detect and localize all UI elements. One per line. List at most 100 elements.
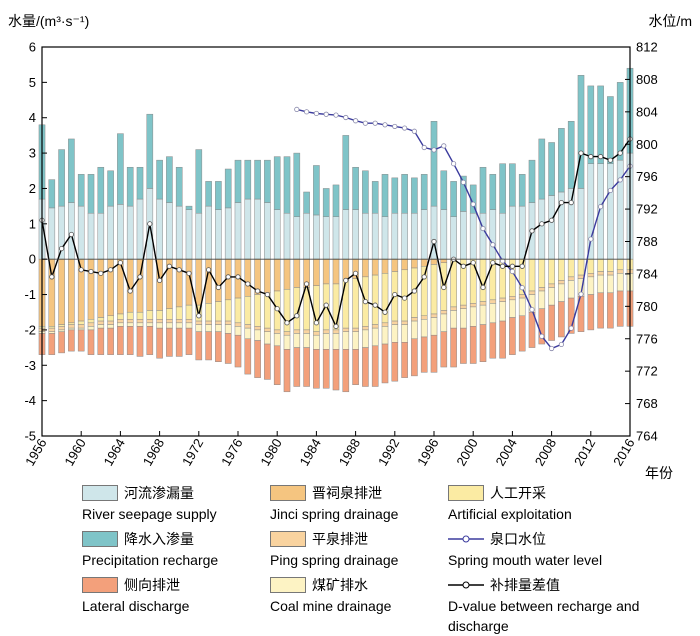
bar-segment: [293, 258, 301, 288]
bar-segment: [244, 159, 252, 200]
y-right-tick-label: 780: [636, 299, 658, 314]
bar-segment: [577, 75, 585, 189]
bar-segment: [224, 168, 232, 209]
bar-segment: [616, 290, 624, 327]
legend: 河流渗漏量 River seepage supply 晋祠泉排泄 Jinci spri…: [82, 484, 692, 634]
series-point: [147, 221, 153, 227]
bar-segment: [195, 149, 203, 214]
bar-segment: [146, 310, 154, 320]
bar-segment: [215, 209, 222, 260]
bar-segment: [48, 179, 56, 209]
bar-segment: [411, 212, 418, 260]
bar-segment: [273, 345, 281, 385]
bar-segment: [58, 324, 65, 327]
series-point: [117, 260, 124, 266]
legend-label-en: Ping spring drainage: [270, 552, 399, 568]
y-left-tick-label: 1: [29, 216, 36, 231]
bar-segment: [185, 304, 193, 320]
series-point: [460, 263, 466, 269]
bar-segment: [322, 333, 330, 350]
bar-segment: [293, 152, 301, 217]
series-point: [558, 200, 565, 206]
bar-segment: [136, 322, 144, 327]
bar-segment: [117, 322, 124, 327]
bar-segment: [205, 320, 212, 325]
bar-segment: [254, 329, 261, 341]
legend-item: 补排量差值 D-value between recharge and discha…: [448, 576, 658, 636]
bar-segment: [558, 280, 565, 285]
bar-segment: [58, 326, 65, 331]
bar-segment: [440, 331, 448, 368]
bar-segment: [273, 329, 281, 334]
bar-segment: [577, 274, 585, 279]
series-point: [303, 281, 310, 287]
legend-swatch: [270, 485, 306, 501]
bar-segment: [156, 322, 163, 329]
bar-segment: [48, 327, 56, 332]
x-tick-label: 1960: [61, 436, 88, 469]
series-point: [313, 320, 319, 326]
bar-segment: [420, 258, 428, 267]
bar-segment: [509, 163, 516, 207]
series-point: [597, 154, 604, 160]
bar-segment: [558, 258, 565, 281]
bar-segment: [117, 313, 124, 320]
series-point: [343, 277, 349, 283]
chart-svg: -5 -4 -3 -2 -1 0 1 2 3 4 5 6 764 768 772 776 780 784 788 79…: [8, 13, 692, 481]
series-point: [382, 309, 388, 315]
series-point: [490, 260, 496, 266]
y-right-tick-label: 768: [636, 396, 658, 411]
legend-label-cn: 补排量差值: [490, 578, 560, 594]
legend-swatch: [82, 577, 118, 593]
bar-segment: [156, 327, 163, 359]
bar-segment: [244, 324, 252, 329]
bar-segment: [58, 331, 65, 354]
bar-segment: [175, 205, 183, 260]
legend-swatch: [448, 485, 484, 501]
bar-segment: [224, 324, 232, 334]
bar-segment: [469, 326, 477, 364]
bar-segment: [479, 166, 487, 214]
bar-segment: [146, 326, 154, 355]
bar-segment: [587, 276, 595, 295]
bar-segment: [518, 315, 526, 352]
bar-segment: [391, 177, 399, 214]
bar-segment: [146, 322, 154, 327]
bar-segment: [538, 198, 546, 260]
bar-segment: [607, 96, 614, 164]
bar-segment: [48, 207, 56, 260]
series-point: [294, 106, 300, 113]
bar-segment: [577, 258, 585, 276]
series-point: [529, 306, 535, 313]
bar-segment: [342, 135, 350, 210]
y-left-tick-label: 2: [29, 181, 36, 196]
bar-segment: [342, 258, 350, 281]
bar-segment: [460, 304, 467, 309]
bar-segment: [362, 326, 369, 331]
bar-segment: [489, 209, 497, 260]
bar-segment: [381, 174, 389, 217]
series-point: [127, 288, 133, 294]
bar-segment: [391, 258, 399, 272]
bar-segment: [371, 345, 379, 387]
legend-item: 河流渗漏量 River seepage supply: [82, 484, 217, 524]
bar-segment: [489, 299, 497, 304]
bar-segment: [166, 308, 173, 320]
series-point: [431, 147, 437, 153]
series-point: [529, 228, 535, 234]
series-point: [411, 288, 417, 294]
bar-segment: [313, 331, 320, 336]
bar-segment: [499, 163, 506, 214]
bar-segment: [509, 317, 516, 355]
bar-segment: [322, 188, 330, 217]
bar-segment: [224, 333, 232, 364]
x-unit-label: 年份: [645, 465, 673, 481]
x-tick-label: 1968: [140, 436, 167, 469]
bar-segment: [558, 283, 565, 302]
bar-segment: [87, 174, 95, 214]
bar-segment: [391, 212, 399, 260]
x-tick-label: 2008: [532, 436, 559, 469]
bar-segment: [136, 311, 144, 320]
bar-segment: [597, 292, 604, 329]
y-right-tick-label: 796: [636, 169, 658, 184]
